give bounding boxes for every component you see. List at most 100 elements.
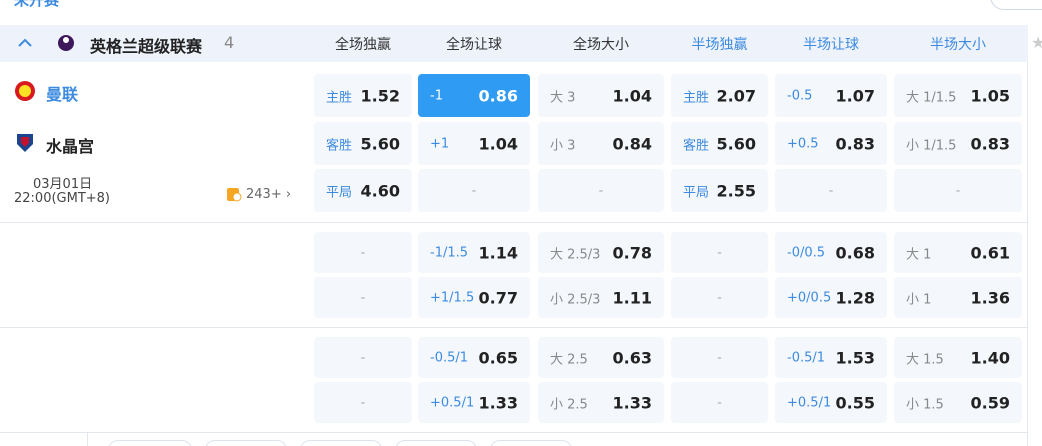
odds-label: 大 2.5 — [550, 352, 588, 367]
odds-label: -0.5/1 — [787, 350, 826, 365]
odds-label: 客胜 — [683, 138, 710, 153]
tab-button[interactable] — [300, 440, 382, 446]
odds-cell[interactable]: 大 3 1.04 — [538, 74, 664, 117]
odds-cell[interactable]: 主胜 2.07 — [671, 74, 768, 117]
more-markets[interactable]: 243+ › — [246, 187, 292, 202]
odds-value: 1.40 — [970, 348, 1010, 367]
odds-label: -0.5 — [787, 88, 813, 103]
odds-value: 4.60 — [360, 181, 400, 200]
odds-value: 0.78 — [612, 243, 652, 262]
odds-label: 大 3 — [550, 90, 576, 105]
odds-cell[interactable]: +0/0.5 1.28 — [775, 277, 887, 318]
odds-cell[interactable]: 小 1.5 0.59 — [894, 382, 1022, 423]
odds-cell[interactable]: 小 1/1.5 0.83 — [894, 122, 1022, 165]
odds-value: 1.07 — [835, 86, 875, 105]
odds-label: +0.5/1 — [430, 395, 475, 410]
odds-cell: - — [894, 169, 1022, 212]
empty-odds: - — [717, 350, 722, 365]
odds-value: 0.68 — [835, 243, 875, 262]
divider — [87, 432, 88, 446]
odds-cell[interactable]: 平局 4.60 — [314, 169, 412, 212]
odds-label: -1/1.5 — [430, 245, 469, 260]
odds-cell[interactable]: -0.5/1 0.65 — [418, 337, 530, 378]
empty-odds: - — [717, 290, 722, 305]
match-date: 03月01日 — [33, 177, 93, 192]
status-tab[interactable]: 未开赛 — [14, 0, 60, 9]
odds-cell[interactable]: +0.5 0.83 — [775, 122, 887, 165]
odds-label: 平局 — [683, 185, 710, 200]
odds-cell[interactable]: -1 0.86 — [418, 74, 530, 117]
odds-label: 客胜 — [326, 138, 353, 153]
odds-label: +0/0.5 — [787, 290, 832, 305]
odds-cell[interactable]: 大 1 0.61 — [894, 232, 1022, 273]
home-team[interactable]: 曼联 — [46, 85, 79, 104]
odds-label: -1 — [430, 88, 443, 103]
odds-cell[interactable]: +0.5/1 1.33 — [418, 382, 530, 423]
odds-cell[interactable]: -0.5 1.07 — [775, 74, 887, 117]
odds-label: -0/0.5 — [787, 245, 826, 260]
odds-value: 0.55 — [835, 393, 875, 412]
odds-cell[interactable]: 大 2.5/3 0.78 — [538, 232, 664, 273]
divider — [0, 327, 1028, 328]
odds-label: -0.5/1 — [430, 350, 469, 365]
odds-cell: - — [671, 337, 768, 378]
tab-button[interactable] — [395, 440, 477, 446]
odds-value: 1.14 — [478, 243, 518, 262]
odds-cell[interactable]: +1/1.5 0.77 — [418, 277, 530, 318]
odds-cell[interactable]: 主胜 1.52 — [314, 74, 412, 117]
odds-value: 0.86 — [478, 86, 518, 105]
odds-cell[interactable]: -0/0.5 0.68 — [775, 232, 887, 273]
odds-value: 1.11 — [612, 288, 652, 307]
top-button[interactable] — [990, 0, 1042, 10]
odds-value: 1.04 — [612, 86, 652, 105]
empty-odds: - — [360, 290, 366, 305]
odds-cell[interactable]: 平局 2.55 — [671, 169, 768, 212]
odds-label: 小 2.5/3 — [550, 292, 601, 307]
empty-odds: - — [955, 183, 961, 198]
tab-button[interactable] — [205, 440, 287, 446]
odds-value: 0.65 — [478, 348, 518, 367]
league-name: 英格兰超级联赛 — [90, 37, 203, 56]
odds-value: 0.83 — [970, 134, 1010, 153]
odds-cell: - — [775, 169, 887, 212]
odds-cell: - — [538, 169, 664, 212]
odds-cell[interactable]: -1/1.5 1.14 — [418, 232, 530, 273]
odds-label: 小 1 — [906, 292, 932, 307]
odds-cell[interactable]: 客胜 5.60 — [314, 122, 412, 165]
odds-cell[interactable]: 小 1 1.36 — [894, 277, 1022, 318]
match-time: 22:00(GMT+8) — [14, 191, 111, 206]
tab-button[interactable] — [490, 440, 572, 446]
odds-cell[interactable]: 大 1/1.5 1.05 — [894, 74, 1022, 117]
away-team[interactable]: 水晶宫 — [46, 137, 95, 156]
home-logo — [15, 81, 35, 101]
odds-value: 0.77 — [478, 288, 518, 307]
odds-cell[interactable]: 小 2.5/3 1.11 — [538, 277, 664, 318]
odds-label: 主胜 — [326, 90, 353, 105]
odds-cell[interactable]: 大 1.5 1.40 — [894, 337, 1022, 378]
collapse-icon[interactable] — [17, 36, 33, 50]
odds-label: 小 1/1.5 — [906, 138, 957, 153]
star-icon[interactable]: ★ — [1031, 33, 1042, 52]
odds-value: 0.83 — [835, 134, 875, 153]
odds-cell[interactable]: 小 3 0.84 — [538, 122, 664, 165]
odds-cell[interactable]: 大 2.5 0.63 — [538, 337, 664, 378]
odds-cell[interactable]: -0.5/1 1.53 — [775, 337, 887, 378]
column-header: 半场独赢 — [691, 37, 748, 53]
scroll-edge — [1027, 62, 1028, 446]
odds-cell[interactable]: +1 1.04 — [418, 122, 530, 165]
odds-cell[interactable]: 客胜 5.60 — [671, 122, 768, 165]
odds-cell: - — [671, 232, 768, 273]
odds-cell[interactable]: +0.5/1 0.55 — [775, 382, 887, 423]
tab-button[interactable] — [108, 440, 192, 446]
empty-odds: - — [471, 183, 477, 198]
odds-value: 0.63 — [612, 348, 652, 367]
odds-cell[interactable]: 小 2.5 1.33 — [538, 382, 664, 423]
column-header: 全场大小 — [573, 37, 629, 53]
odds-label: 大 2.5/3 — [550, 247, 601, 262]
odds-value: 2.55 — [716, 181, 756, 200]
odds-label: +0.5/1 — [787, 395, 832, 410]
empty-odds: - — [598, 183, 604, 198]
odds-value: 1.28 — [835, 288, 875, 307]
column-header: 全场让球 — [446, 37, 502, 53]
